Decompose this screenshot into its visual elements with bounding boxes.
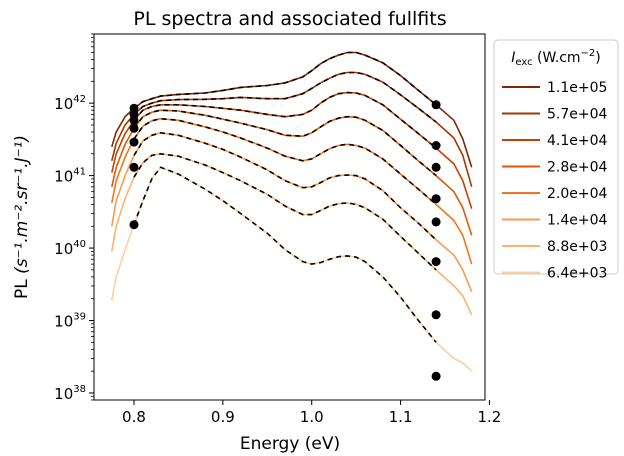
- y-axis-title-units: (s⁻¹.m⁻².sr⁻¹.J⁻¹): [12, 135, 32, 274]
- series-line-5: [111, 117, 473, 265]
- legend-label-1: 1.1e+05: [547, 80, 607, 96]
- legend-title-sub: exc: [515, 57, 532, 68]
- fit-line-5: [133, 117, 437, 206]
- fit-line-2: [133, 71, 437, 123]
- legend-title-end: ): [595, 50, 600, 66]
- fit-line-3: [133, 91, 437, 149]
- x-tick-label: 0.9: [211, 408, 235, 426]
- x-axis: 0.8 0.9 1.0 1.1 1.2: [122, 400, 501, 426]
- series-line-7: [111, 153, 473, 316]
- series-layer: [111, 51, 473, 372]
- x-tick-label: 0.8: [122, 408, 146, 426]
- x-axis-title: Energy (eV): [240, 434, 340, 454]
- legend: Iexc (W.cm−2) 1.1e+05 5.7e+04 4.1e+04 2.8e+…: [493, 39, 619, 282]
- marker-point-7: [129, 220, 139, 230]
- legend-entries: 1.1e+05 5.7e+04 4.1e+04 2.8e+04 2.0e+04 1.4e+…: [502, 80, 608, 282]
- legend-label-7: 8.8e+03: [547, 239, 607, 255]
- y-tick-label: 1040: [54, 239, 86, 258]
- series-line-6: [111, 132, 473, 293]
- fit-line-1: [133, 51, 437, 109]
- chart-title: PL spectra and associated fullfits: [133, 8, 446, 30]
- y-tick-label: 1042: [54, 94, 86, 113]
- marker-point-15: [431, 371, 441, 381]
- marker-point-8: [431, 100, 441, 110]
- marker-point-11: [431, 194, 441, 204]
- fit-line-4: [133, 109, 437, 177]
- series-line-4: [111, 109, 473, 236]
- marker-point-13: [431, 257, 441, 267]
- marker-point-10: [431, 162, 441, 172]
- fit-line-7: [133, 152, 437, 271]
- marker-point-14: [431, 310, 441, 320]
- series-line-2: [111, 71, 473, 188]
- marker-layer: [129, 100, 441, 381]
- plot-frame: [93, 33, 486, 401]
- y-axis-title: PL (s⁻¹.m⁻².sr⁻¹.J⁻¹): [12, 135, 32, 299]
- x-tick-label: 1.1: [389, 408, 413, 426]
- legend-label-6: 1.4e+04: [547, 213, 608, 229]
- x-tick-label: 1.2: [478, 408, 502, 426]
- legend-label-8: 6.4e+03: [547, 266, 607, 282]
- legend-title-units: (W.cm: [533, 50, 581, 66]
- fit-line-6: [133, 131, 437, 241]
- series-line-1: [111, 51, 473, 168]
- legend-title-exp: −2: [581, 48, 596, 59]
- legend-title-main: I: [511, 50, 515, 66]
- series-line-8: [111, 166, 473, 372]
- legend-label-2: 5.7e+04: [547, 107, 608, 123]
- marker-point-9: [431, 141, 441, 150]
- marker-point-12: [431, 217, 441, 227]
- y-axis: 1038 1039 1040 1041 1042: [54, 33, 94, 403]
- legend-label-4: 2.8e+04: [547, 160, 608, 176]
- marker-point-3: [129, 115, 139, 125]
- y-tick-label: 1038: [54, 384, 86, 403]
- x-tick-label: 1.0: [300, 408, 324, 426]
- marker-point-6: [129, 162, 139, 172]
- fit-layer: [133, 51, 437, 343]
- legend-label-3: 4.1e+04: [547, 133, 608, 149]
- y-tick-label: 1039: [54, 312, 86, 331]
- legend-title: Iexc (W.cm−2): [511, 48, 601, 68]
- y-tick-label: 1041: [54, 167, 86, 186]
- y-axis-title-main: PL: [12, 279, 32, 299]
- fit-line-8: [133, 166, 437, 343]
- legend-frame: [493, 39, 619, 275]
- marker-point-5: [129, 137, 139, 147]
- legend-label-5: 2.0e+04: [547, 186, 608, 202]
- marker-point-4: [129, 123, 139, 133]
